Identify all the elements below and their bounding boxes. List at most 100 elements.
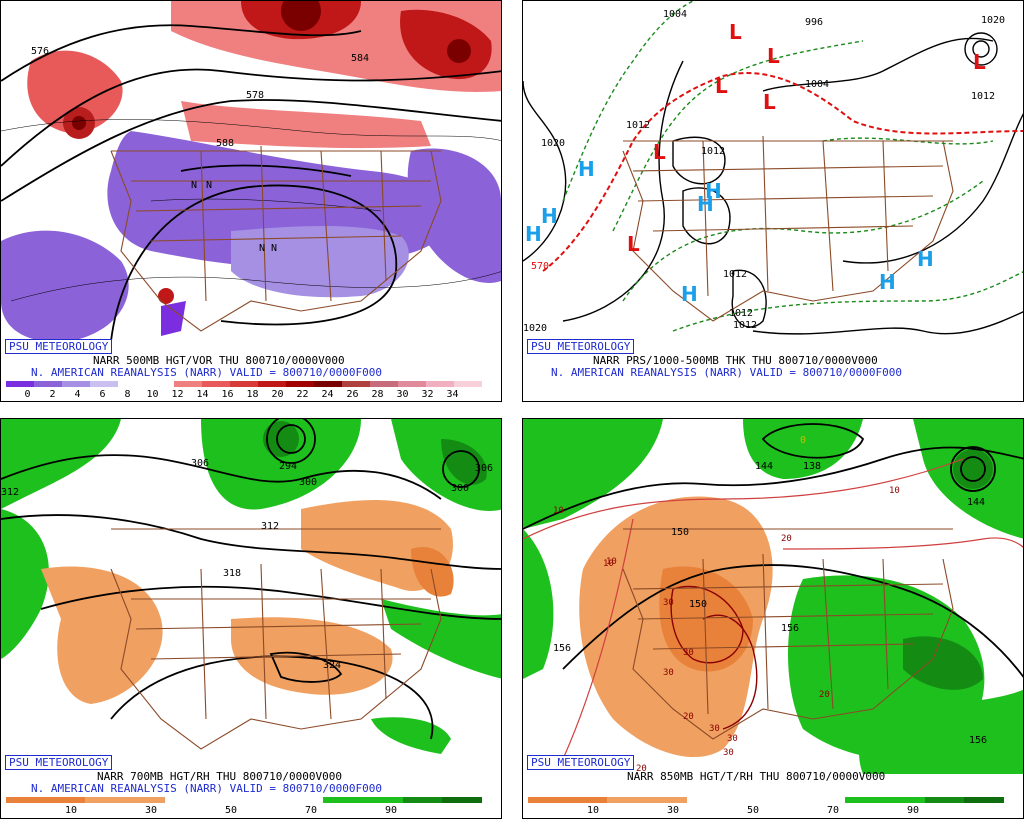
colorbar-swatch (426, 381, 454, 387)
low-marker-1: L (729, 20, 742, 44)
high-marker-4: H (705, 179, 722, 203)
map-label-7: 156 (553, 643, 571, 654)
colorbar-tick: 26 (346, 389, 359, 400)
colorbar-tick: 70 (304, 805, 318, 816)
colorbar-swatch (454, 381, 482, 387)
temp-label-14: 10 (606, 557, 617, 567)
colorbar-swatch (766, 797, 806, 803)
caption-product: NARR PRS/1000-500MB THK THU 800710/0000V… (593, 354, 878, 367)
map-label-8: 1012 (729, 308, 753, 319)
map-label-2: 578 (246, 90, 264, 101)
map-label-4: 588 (216, 138, 234, 149)
colorbar (6, 797, 483, 803)
colorbar-swatch (442, 797, 483, 803)
low-marker-5: L (653, 140, 666, 164)
colorbar-swatch (6, 381, 34, 387)
map-label-1: 144 (755, 461, 773, 472)
colorbar (6, 381, 482, 387)
colorbar-swatch (964, 797, 1005, 803)
map-label-3: 300 (299, 477, 317, 488)
colorbar-tick: 18 (246, 389, 259, 400)
colorbar-tick: 30 (396, 389, 409, 400)
map-label-4: 150 (671, 527, 689, 538)
map-label-6: N (206, 180, 212, 191)
low-marker-4: L (763, 90, 776, 114)
temp-label-7: 30 (663, 668, 674, 678)
colorbar-swatch (402, 797, 443, 803)
psu-meteorology-badge: PSU METEOROLOGY (5, 339, 113, 354)
colorbar-tick: 50 (746, 805, 760, 816)
low-marker-3: L (715, 74, 728, 98)
temp-label-6: 30 (683, 648, 694, 658)
temp-label-9: 20 (683, 712, 694, 722)
colorbar-swatch (45, 797, 86, 803)
colorbar-swatch (244, 797, 284, 803)
temp-label-8: 30 (709, 724, 720, 734)
colorbar-swatch (90, 381, 118, 387)
panel-surface-pressure: 1004 996 1004 1012 1020 1012 1012 1012 1… (522, 0, 1024, 402)
map-label-6: 324 (323, 660, 341, 671)
colorbar-tick: 6 (99, 389, 106, 400)
high-marker-3: H (525, 222, 542, 246)
temp-label-11: 30 (723, 748, 734, 758)
colorbar-swatch (258, 381, 286, 387)
map-label-1: 576 (31, 46, 49, 57)
colorbar-swatch (174, 381, 202, 387)
map-label-4: 312 (261, 521, 279, 532)
high-marker-2: H (541, 204, 558, 228)
map-label-3: 144 (967, 497, 985, 508)
high-marker-8: H (879, 270, 896, 294)
low-marker-2: L (767, 44, 780, 68)
colorbar-tick: 28 (371, 389, 384, 400)
colorbar-swatch (34, 381, 62, 387)
map-850mb-temp-rh: 144 138 144 150 150 156 156 156 0 10 10 … (523, 419, 1023, 774)
colorbar-tick: 24 (321, 389, 334, 400)
temp-label-3: 10 (889, 486, 900, 496)
psu-meteorology-badge: PSU METEOROLOGY (527, 755, 635, 770)
colorbar-swatch (398, 381, 426, 387)
map-label-9: 0 (800, 435, 806, 446)
panel-500mb-vorticity: 576 578 584 588 N N N N PSU METEOROLOGY … (0, 0, 502, 402)
colorbar-swatch (202, 381, 230, 387)
colorbar-tick: 4 (74, 389, 81, 400)
colorbar-swatch (314, 381, 342, 387)
panel-700mb-rh: 306 294 300 312 318 324 300 306 312 PSU … (0, 418, 502, 819)
temp-label-10: 20 (819, 690, 830, 700)
caption-product: NARR 500MB HGT/VOR THU 800710/0000V000 (93, 354, 345, 367)
map-label-5: 150 (689, 599, 707, 610)
map-700mb-rh: 306 294 300 312 318 324 300 306 312 (1, 419, 501, 754)
colorbar-swatch (85, 797, 126, 803)
colorbar-tick: 10 (586, 805, 600, 816)
colorbar-swatch (286, 381, 314, 387)
panel-850mb-temp-rh: 144 138 144 150 150 156 156 156 0 10 10 … (522, 418, 1024, 819)
low-marker-6: L (627, 232, 640, 256)
colorbar-tick: 20 (271, 389, 284, 400)
colorbar-swatch (805, 797, 846, 803)
map-label-2: 294 (279, 461, 297, 472)
high-marker-5: H (697, 192, 714, 216)
map-label-12: 1012 (971, 91, 995, 102)
temp-label-2: 10 (603, 559, 614, 569)
colorbar-swatch (342, 381, 370, 387)
map-label-10: 1020 (981, 15, 1005, 26)
colorbar-swatch (647, 797, 687, 803)
colorbar-ticks: 10 30 50 70 90 (31, 805, 431, 816)
map-label-3: 584 (351, 53, 369, 64)
map-label-8: 306 (475, 463, 493, 474)
map-label-7: N (259, 243, 265, 254)
colorbar-swatch (924, 797, 965, 803)
colorbar-ticks: 10 30 50 70 90 (553, 805, 953, 816)
map-label-6: 156 (781, 623, 799, 634)
low-marker-7: L (973, 50, 986, 74)
map-label-5: 318 (223, 568, 241, 579)
map-label-9: 1012 (733, 320, 757, 331)
colorbar-swatch (845, 797, 886, 803)
colorbar-tick: 32 (421, 389, 434, 400)
colorbar-tick: 90 (384, 805, 398, 816)
colorbar-swatch (607, 797, 648, 803)
high-marker-7: H (917, 247, 934, 271)
colorbar-tick: 30 (144, 805, 158, 816)
map-label-1: 306 (191, 458, 209, 469)
map-label-7: 1012 (723, 269, 747, 280)
colorbar-tick: 90 (906, 805, 920, 816)
